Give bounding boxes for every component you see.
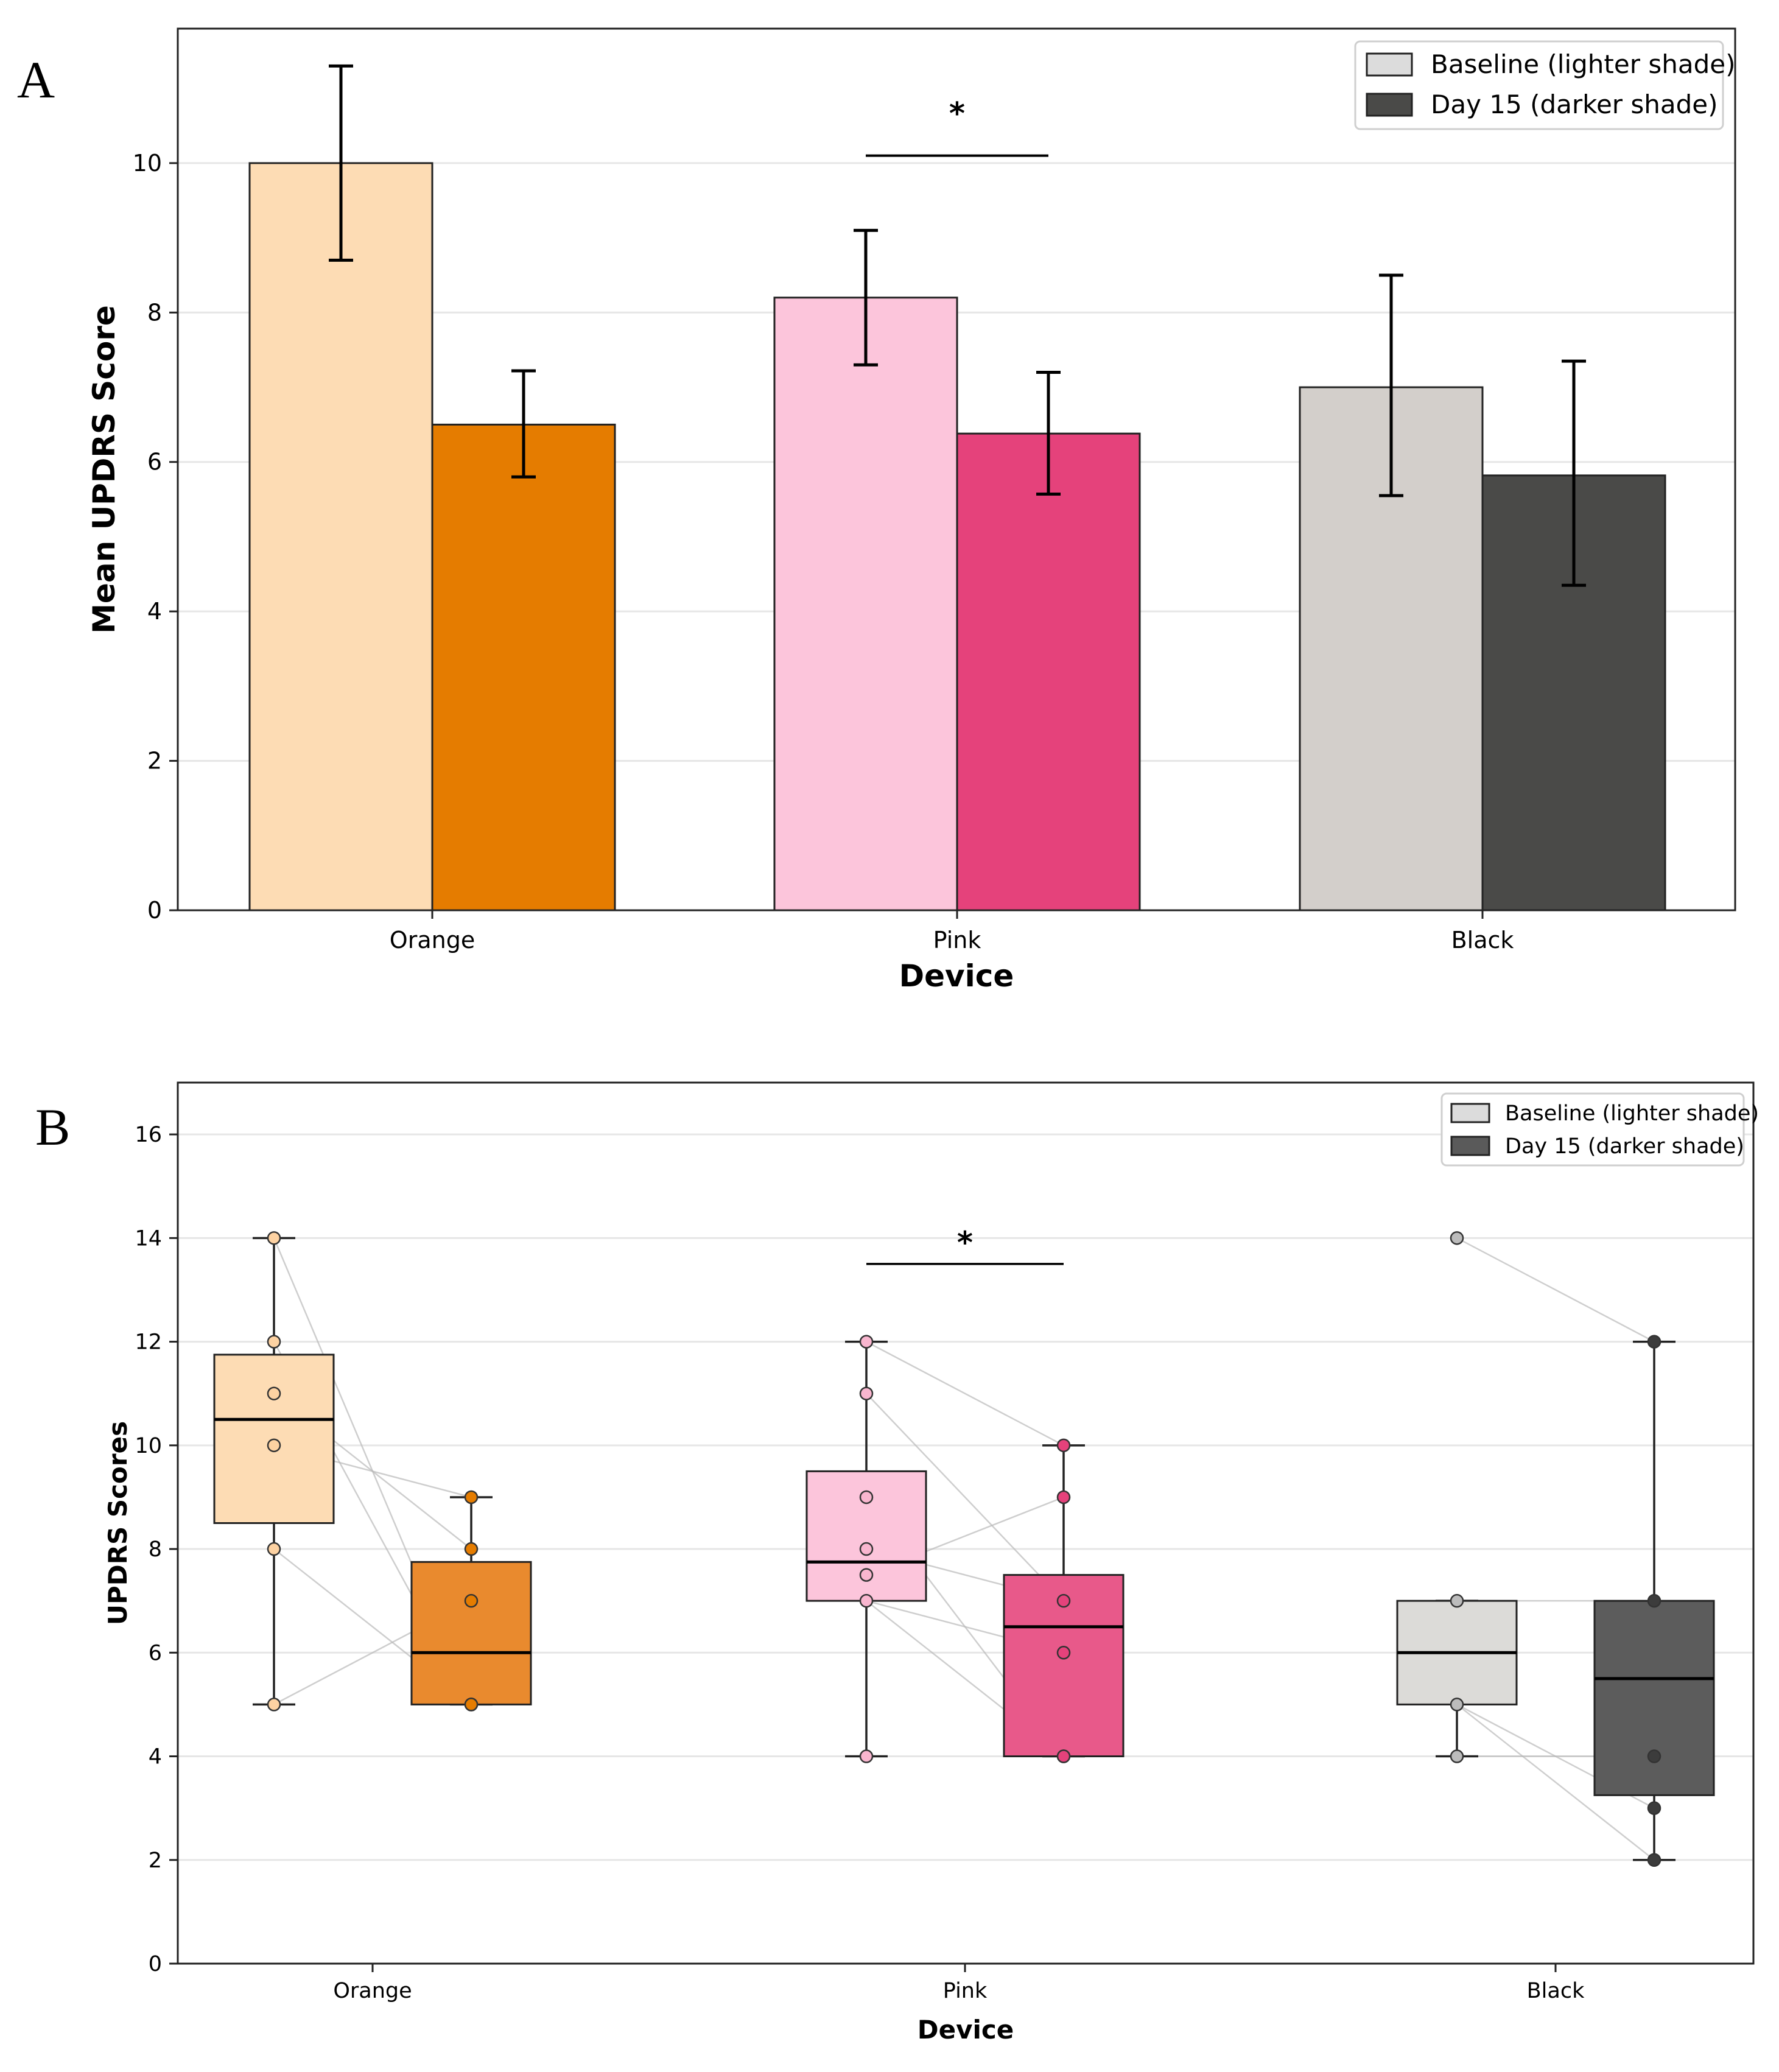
panel-b-legend-swatch	[1450, 1136, 1490, 1156]
panel-b-data-point	[267, 1438, 281, 1453]
panel-b-y-axis-title: UPDRS Scores	[103, 1421, 133, 1625]
panel-b-axes: 0 2 4 6 8 10 12 14 16 Orange Pink Black	[135, 1123, 1585, 2003]
panel-a-y-tick-label: 0	[147, 897, 162, 924]
panel-a-y-tick-label: 4	[147, 598, 162, 625]
panel-a-y-tick-label: 2	[147, 748, 162, 774]
panel-a-axes: 0 2 4 6 8 10 Orange Pink Black	[133, 150, 1514, 953]
panel-b-legend: Baseline (lighter shade) Day 15 (darker s…	[1440, 1092, 1759, 1167]
panel-a-marks: *	[248, 64, 1666, 911]
panel-b-y-tick-label: 14	[135, 1226, 162, 1251]
panel-b-data-point	[1450, 1698, 1464, 1712]
panel-a-x-tick-label: Orange	[390, 927, 475, 953]
panel-b-x-tick-label: Orange	[333, 1979, 412, 2003]
panel-b-data-point	[464, 1593, 479, 1608]
panel-b-data-point	[859, 1568, 874, 1582]
panel-a-legend-label: Baseline (lighter shade)	[1431, 49, 1735, 79]
panel-b-data-point	[267, 1386, 281, 1400]
panel-a-legend-swatch	[1366, 93, 1413, 117]
panel-b-data-point	[859, 1490, 874, 1505]
panel-b-data-point	[859, 1335, 874, 1349]
panel-b-paired-line	[866, 1341, 1064, 1446]
panel-b-y-tick-label: 2	[149, 1849, 162, 1873]
panel-b-box	[410, 1561, 532, 1705]
panel-b-data-point	[1647, 1801, 1661, 1815]
panel-b-legend-label: Day 15 (darker shade)	[1505, 1134, 1744, 1159]
panel-b-data-point	[859, 1386, 874, 1400]
panel-b-data-point	[1450, 1593, 1464, 1608]
panel-b-data-point	[1056, 1749, 1071, 1763]
panel-a-y-tick-label: 10	[133, 150, 162, 177]
panel-b-data-point	[1056, 1490, 1071, 1505]
panel-b-data-point	[859, 1542, 874, 1556]
panel-b-legend-label: Baseline (lighter shade)	[1505, 1101, 1759, 1126]
panel-b-data-point	[1450, 1749, 1464, 1763]
panel-a-legend: Baseline (lighter shade) Day 15 (darker s…	[1354, 40, 1735, 130]
panel-a-legend-label: Day 15 (darker shade)	[1431, 90, 1718, 119]
panel-b-marks: *	[213, 1225, 1715, 1867]
panel-b-y-tick-label: 0	[149, 1952, 162, 1976]
panel-b-x-tick-label: Black	[1527, 1979, 1585, 2003]
panel-b-data-point	[1450, 1231, 1464, 1245]
panel-b-data-point	[464, 1490, 479, 1505]
panel-b-letter: B	[35, 1098, 70, 1156]
panel-a-y-tick-label: 8	[147, 299, 162, 326]
panel-a-bar	[773, 297, 958, 911]
panel-a-y-tick-label: 6	[147, 449, 162, 476]
panel-b-y-tick-label: 16	[135, 1123, 162, 1147]
panel-b-data-point	[859, 1593, 874, 1608]
panel-b-x-axis-title: Device	[918, 2015, 1014, 2045]
panel-a-bar	[431, 423, 616, 911]
panel-b-data-point	[1056, 1646, 1071, 1660]
panel-a-bar	[248, 162, 433, 911]
panel-b-paired-line	[1456, 1237, 1655, 1343]
panel-b-y-tick-label: 6	[149, 1641, 162, 1665]
panel-a-bar-chart: * 0 2 4 6 8 10 Orange Pink Black Baseline (light…	[86, 27, 1736, 994]
panel-b-data-point	[1647, 1335, 1661, 1349]
panel-a-significance-star: *	[949, 96, 965, 132]
panel-a-bar	[956, 432, 1141, 911]
panel-b-y-tick-label: 10	[135, 1434, 162, 1458]
panel-b-data-point	[267, 1698, 281, 1712]
panel-b-data-point	[267, 1542, 281, 1556]
panel-b-data-point	[1647, 1593, 1661, 1608]
panel-b-data-point	[859, 1749, 874, 1763]
panel-b-y-tick-label: 4	[149, 1745, 162, 1769]
panel-b-paired-line	[866, 1392, 1064, 1602]
panel-a-legend-swatch	[1366, 52, 1413, 77]
panel-b-significance-star: *	[957, 1225, 973, 1260]
panel-b-paired-line	[1456, 1704, 1655, 1861]
panel-a-y-axis-title: Mean UPDRS Score	[86, 305, 122, 634]
panel-b-data-point	[1056, 1593, 1071, 1608]
panel-a-x-axis-title: Device	[899, 958, 1014, 994]
panel-a-legend-box	[1354, 40, 1724, 130]
panel-b-y-tick-label: 8	[149, 1537, 162, 1562]
panel-b-box	[1593, 1600, 1715, 1796]
panel-a-x-tick-label: Pink	[933, 927, 981, 953]
panel-b-data-point	[267, 1231, 281, 1245]
panel-b-y-tick-label: 12	[135, 1330, 162, 1355]
panel-b-x-tick-label: Pink	[943, 1979, 988, 2003]
panel-b-legend-box	[1440, 1092, 1745, 1167]
panel-b-data-point	[464, 1542, 479, 1556]
panel-b-box-plot: * 0 2 4 6 8 10 12 14 16 Orange Pink Black Baseline …	[103, 1081, 1759, 2045]
panel-b-legend-swatch	[1450, 1103, 1490, 1123]
panel-b-data-point	[1647, 1853, 1661, 1867]
panel-b-data-point	[267, 1335, 281, 1349]
panel-a-x-tick-label: Black	[1451, 927, 1514, 953]
panel-a-letter: A	[17, 51, 55, 109]
panel-b-data-point	[464, 1698, 479, 1712]
panel-b-data-point	[1647, 1749, 1661, 1763]
panel-b-data-point	[1056, 1438, 1071, 1453]
